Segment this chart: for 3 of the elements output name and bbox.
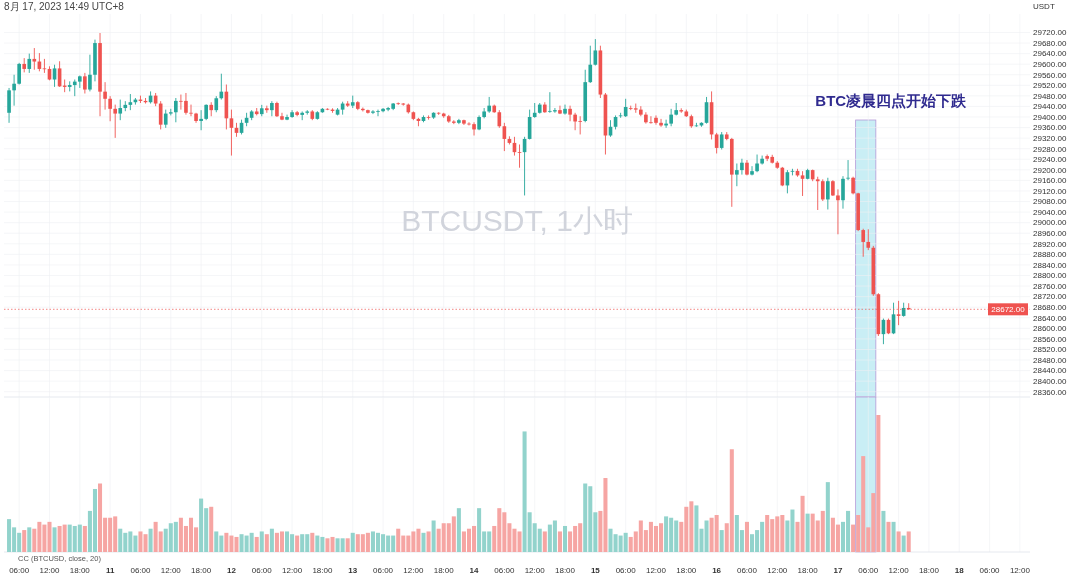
annotation: BTC凌晨四点开始下跌 (815, 92, 967, 109)
ylabel: USDT (1033, 2, 1055, 11)
title: 8月 17, 2023 14:49 UTC+8 (4, 1, 124, 12)
